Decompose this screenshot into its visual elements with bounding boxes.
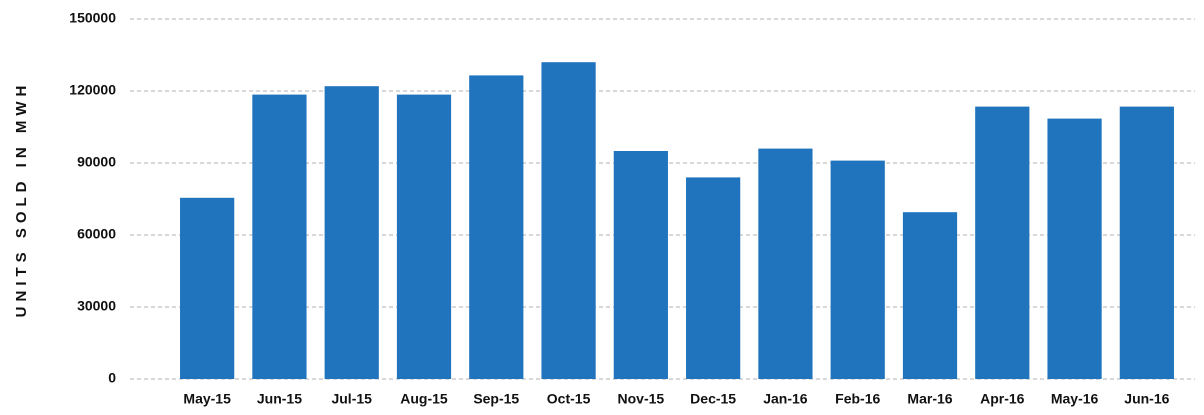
y-axis-label: UNITS SOLD IN MWH xyxy=(13,81,30,318)
x-tick-label: Jun-16 xyxy=(1124,391,1169,407)
bar xyxy=(975,106,1030,379)
bar xyxy=(686,177,741,379)
x-tick-label: Feb-16 xyxy=(835,391,880,407)
x-tick-label: Sep-15 xyxy=(473,391,519,407)
bar xyxy=(252,94,307,379)
y-tick-label: 150000 xyxy=(69,10,116,26)
bar xyxy=(830,160,885,379)
y-tick-label: 120000 xyxy=(69,82,116,98)
x-tick-label: Aug-15 xyxy=(400,391,448,407)
y-tick-label: 0 xyxy=(108,370,116,386)
bar xyxy=(180,197,235,379)
bar xyxy=(902,212,958,379)
x-tick-label: Jan-16 xyxy=(763,391,808,407)
y-tick-label: 60000 xyxy=(77,226,116,242)
x-tick-label: Oct-15 xyxy=(547,391,591,407)
x-tick-label: May-16 xyxy=(1051,391,1099,407)
bar xyxy=(1119,106,1174,379)
x-tick-label: Jul-15 xyxy=(331,391,372,407)
y-tick-label: 90000 xyxy=(77,154,116,170)
bar xyxy=(613,151,668,379)
bar xyxy=(469,75,524,380)
x-tick-label: Nov-15 xyxy=(618,391,665,407)
bar xyxy=(1047,118,1102,379)
bar xyxy=(758,148,813,379)
bar xyxy=(396,94,452,379)
x-tick-label: Apr-16 xyxy=(980,391,1025,407)
x-tick-label: Mar-16 xyxy=(907,391,952,407)
x-tick-label: May-15 xyxy=(183,391,231,407)
y-tick-label: 30000 xyxy=(77,298,116,314)
x-tick-label: Dec-15 xyxy=(690,391,736,407)
bar xyxy=(541,62,596,379)
bar xyxy=(324,86,379,379)
x-tick-label: Jun-15 xyxy=(257,391,302,407)
